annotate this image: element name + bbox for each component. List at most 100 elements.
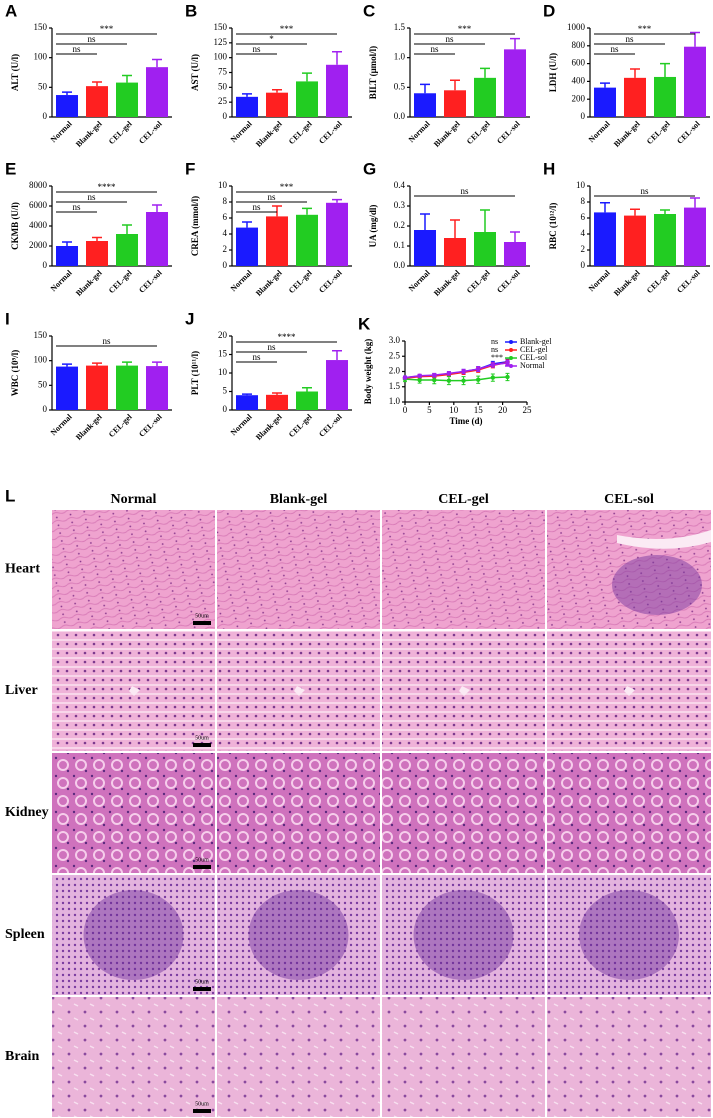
y-tick-label: 4 (581, 228, 586, 238)
x-tick-label: CEL-sol (137, 119, 164, 146)
significance-label: ns (430, 44, 439, 54)
error-bar (332, 350, 342, 361)
x-tick-label: CEL-sol (495, 119, 522, 146)
bar (116, 82, 138, 117)
significance-label: ns (625, 34, 634, 44)
y-tick-label: 4 (223, 228, 228, 238)
significance-label: ns (87, 34, 96, 44)
y-tick-label: 2 (223, 244, 228, 254)
significance-label: ns (267, 342, 276, 352)
error-bar (152, 361, 162, 367)
significance-label: ns (102, 336, 111, 346)
panel-label: F (185, 159, 195, 178)
panel-label: J (185, 309, 194, 328)
y-tick-label: 150 (214, 22, 228, 32)
x-tick-label: CEL-sol (675, 268, 702, 295)
y-tick-label: 200 (572, 93, 586, 103)
legend-significance: ns (491, 337, 498, 346)
y-tick-label: 10 (218, 180, 228, 190)
bar (296, 81, 318, 117)
significance-label: *** (100, 24, 114, 34)
x-tick-label: CEL-gel (107, 268, 134, 295)
y-tick-label: 0 (223, 260, 228, 270)
y-tick-label: 150 (34, 330, 48, 340)
significance-label: *** (638, 24, 652, 34)
bar (146, 366, 168, 410)
y-tick-label: 600 (572, 58, 586, 68)
bar (56, 95, 78, 117)
histology-feature (624, 686, 635, 696)
bar (116, 365, 138, 410)
significance-label: *** (280, 182, 294, 192)
x-tick-label: Blank-gel (254, 119, 284, 149)
histology-image (382, 997, 545, 1117)
significance-label: ns (445, 34, 454, 44)
point (446, 371, 452, 376)
scale-bar (193, 865, 211, 869)
bar (474, 77, 496, 117)
significance-label: **** (98, 182, 117, 192)
histology-feature (129, 686, 140, 696)
y-axis-title: AST (U/l) (190, 54, 200, 91)
error-bar (92, 236, 102, 241)
y-axis-title: LDH (U/l) (548, 53, 558, 92)
bar (326, 202, 348, 266)
legend-significance: *** (491, 353, 503, 362)
significance-label: ns (460, 186, 469, 196)
x-tick-label: CEL-gel (645, 119, 672, 146)
x-tick-label: CEL-sol (137, 268, 164, 295)
histology-feature (579, 890, 679, 980)
error-bar (242, 393, 252, 396)
error-bar (660, 62, 670, 77)
bar (86, 86, 108, 117)
legend-marker (509, 356, 513, 360)
significance-label: ns (610, 44, 619, 54)
bar (296, 214, 318, 266)
column-header: Blank-gel (270, 492, 328, 507)
y-tick-label: 2000 (29, 240, 48, 250)
panel-label: E (5, 159, 16, 178)
significance-label: *** (280, 24, 294, 34)
bar (474, 232, 496, 266)
row-label: Brain (5, 1049, 39, 1064)
panel-label: L (5, 486, 15, 505)
series-line (404, 362, 508, 379)
y-axis-title: RBC (10¹²/l) (548, 203, 558, 250)
histology-image (547, 997, 711, 1117)
y-tick-label: 0.0 (394, 260, 406, 270)
bar (624, 77, 646, 117)
error-bar (690, 197, 700, 208)
y-tick-label: 1.0 (394, 52, 406, 62)
x-tick-label: Normal (407, 268, 432, 293)
error-bar (152, 204, 162, 212)
point (446, 378, 452, 383)
panel-label: D (543, 1, 555, 20)
bar (56, 366, 78, 410)
series-line (404, 376, 508, 382)
x-tick-label: Blank-gel (612, 119, 642, 149)
error-bar (92, 81, 102, 87)
legend-significance: ns (491, 345, 498, 354)
point (461, 369, 466, 374)
y-tick-label: 50 (38, 81, 48, 91)
error-bar (420, 213, 430, 230)
bar (146, 212, 168, 266)
scale-bar-label: 50um (195, 979, 209, 985)
error-bar (630, 208, 640, 216)
row-label: Liver (5, 683, 38, 698)
error-bar (600, 82, 610, 88)
error-bar (510, 37, 520, 50)
significance-label: ns (252, 44, 261, 54)
bar (326, 64, 348, 117)
x-tick-label: CEL-sol (317, 412, 344, 439)
y-tick-label: 125 (214, 37, 228, 47)
x-tick-label: Blank-gel (254, 268, 284, 298)
y-tick-label: 1000 (567, 22, 586, 32)
bar (266, 394, 288, 410)
bar (624, 215, 646, 266)
y-tick-label: 2 (581, 244, 586, 254)
row-label: Spleen (5, 927, 45, 942)
x-tick-label: CEL-gel (287, 119, 314, 146)
x-tick-label: Normal (587, 119, 612, 144)
point (490, 362, 496, 367)
